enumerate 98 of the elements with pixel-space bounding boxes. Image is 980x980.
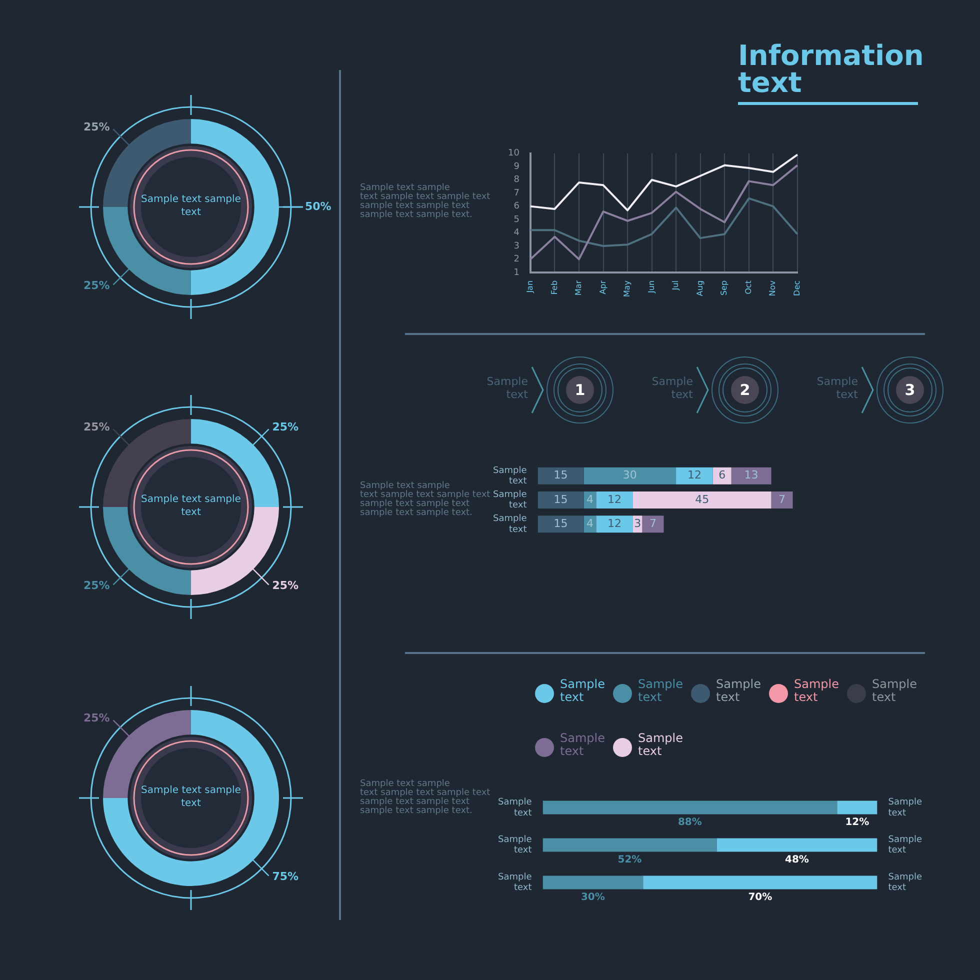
data-label: 4	[586, 492, 594, 506]
data-label: 6	[718, 468, 726, 482]
y-tick-label: Sample text	[492, 490, 528, 511]
data-label: 30%	[580, 892, 605, 903]
bar	[642, 516, 664, 533]
bar	[771, 492, 793, 508]
y-tick-label: Sample text	[492, 466, 528, 487]
data-label: 45	[695, 492, 710, 506]
y-tick-label: Sample text	[498, 872, 532, 894]
text: Sample text	[872, 677, 918, 704]
text: 1	[574, 381, 586, 399]
x-tick-label: Jan	[526, 280, 535, 294]
text: Sample text	[794, 677, 840, 704]
text: Sample text sample text	[141, 493, 241, 519]
text: 3	[904, 381, 916, 399]
text: Sample text	[560, 731, 606, 758]
bar	[632, 492, 772, 508]
bar	[542, 838, 717, 852]
text: Sample text sample text sample text sample text sample text sample text sample text sample text.	[360, 481, 490, 518]
y-tick-label: Sample text	[498, 834, 532, 856]
text: Sample text	[638, 677, 684, 704]
data-label: 70%	[748, 892, 772, 903]
data-label: 30	[622, 468, 637, 482]
text: Sample text	[638, 731, 684, 758]
y-tick-label: 3	[514, 241, 520, 252]
data-label: 15	[554, 516, 568, 530]
text: Sample text	[560, 677, 606, 704]
y2-tick-label: Sample text	[888, 797, 922, 818]
data-label: 52%	[618, 854, 642, 866]
data-label: 88%	[678, 816, 702, 828]
bar	[596, 516, 633, 533]
x-tick-label: Mar	[574, 280, 584, 296]
x-tick-label: Jul	[671, 280, 680, 292]
x-tick-label: Aug	[695, 280, 704, 296]
data-label: 25%	[272, 420, 299, 434]
data-label: 3	[634, 516, 642, 530]
bar	[542, 800, 838, 814]
y-tick-label: 7	[514, 188, 520, 198]
data-label: 15	[554, 468, 568, 482]
data-label: 15	[554, 492, 568, 506]
bar	[538, 492, 584, 508]
bar	[538, 467, 584, 484]
data-label: 12	[608, 516, 622, 530]
y-tick-label: 10	[508, 148, 520, 159]
text: Sample text sample text sample text sample text sample text sample text sample text sample text.	[360, 183, 490, 220]
data-label: 7	[778, 492, 786, 506]
y-tick-label: Sample text	[498, 797, 532, 818]
text: Sample text sample text sample text sample text sample text sample text sample text sample text.	[360, 779, 490, 816]
x-tick-label: Oct	[744, 280, 753, 294]
bar	[731, 467, 772, 484]
data-label: 25%	[83, 420, 110, 434]
y-tick-label: 2	[514, 254, 520, 265]
data-label: 4	[586, 516, 594, 530]
data-label: 25%	[83, 279, 110, 292]
text: Sample text sample text	[141, 193, 241, 219]
text: Sample text	[816, 375, 858, 401]
data-label: 50%	[305, 200, 332, 213]
y2-tick-label: Sample text	[888, 834, 922, 856]
bar	[676, 467, 713, 484]
y-tick-label: 9	[514, 162, 520, 172]
data-label: 12	[687, 468, 702, 482]
y2-tick-label: Sample text	[888, 872, 922, 894]
data-label: 13	[744, 468, 758, 482]
bar	[712, 467, 732, 484]
y-tick-label: 8	[514, 175, 520, 186]
data-label: 12	[608, 492, 622, 506]
x-tick-label: Jun	[646, 280, 656, 294]
data-label: 25%	[83, 579, 110, 592]
y-tick-label: 4	[514, 228, 520, 238]
bar	[643, 876, 878, 890]
bar	[837, 800, 878, 814]
data-label: 7	[649, 516, 656, 530]
text: Sample text	[650, 375, 693, 401]
x-tick-label: Dec	[792, 280, 802, 296]
chart-title: Information text	[738, 39, 924, 101]
text: Sample text sample text	[141, 784, 241, 810]
x-tick-label: Apr	[598, 280, 608, 294]
bar	[584, 467, 676, 484]
data-label: 25%	[83, 712, 110, 725]
bar	[542, 876, 644, 890]
x-tick-label: May	[622, 280, 632, 298]
x-tick-label: Sep	[720, 280, 729, 296]
bar	[596, 492, 633, 508]
data-label: 25%	[272, 579, 299, 592]
y-tick-label: Sample text	[492, 514, 528, 535]
data-label: 12%	[845, 816, 870, 828]
text: 2	[738, 381, 752, 399]
x-tick-label: Nov	[768, 280, 778, 296]
y-tick-label: 5	[514, 214, 520, 225]
y-tick-label: 6	[514, 202, 520, 212]
y-tick-label: 1	[514, 268, 520, 278]
x-tick-label: Feb	[550, 280, 559, 295]
data-label: 48%	[785, 854, 809, 866]
text: Sample text	[716, 677, 762, 704]
data-label: 75%	[272, 870, 299, 884]
data-label: 25%	[83, 120, 110, 134]
bar	[716, 838, 878, 852]
bar	[538, 516, 584, 533]
